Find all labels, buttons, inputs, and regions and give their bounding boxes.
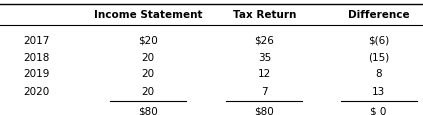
Text: 8: 8	[375, 69, 382, 79]
Text: 12: 12	[258, 69, 271, 79]
Text: (15): (15)	[368, 53, 389, 62]
Text: $20: $20	[138, 35, 158, 45]
Text: 7: 7	[261, 86, 268, 96]
Text: 13: 13	[372, 86, 385, 96]
Text: Tax Return: Tax Return	[233, 10, 296, 20]
Text: 2017: 2017	[23, 35, 49, 45]
Text: 20: 20	[141, 69, 155, 79]
Text: $80: $80	[138, 105, 158, 115]
Text: 2020: 2020	[23, 86, 49, 96]
Text: 20: 20	[141, 86, 155, 96]
Text: 2019: 2019	[23, 69, 49, 79]
Text: Difference: Difference	[348, 10, 409, 20]
Text: $(6): $(6)	[368, 35, 389, 45]
Text: 35: 35	[258, 53, 271, 62]
Text: $26: $26	[255, 35, 274, 45]
Text: 20: 20	[141, 53, 155, 62]
Text: Income Statement: Income Statement	[94, 10, 202, 20]
Text: $ 0: $ 0	[371, 105, 387, 115]
Text: $80: $80	[255, 105, 274, 115]
Text: 2018: 2018	[23, 53, 49, 62]
